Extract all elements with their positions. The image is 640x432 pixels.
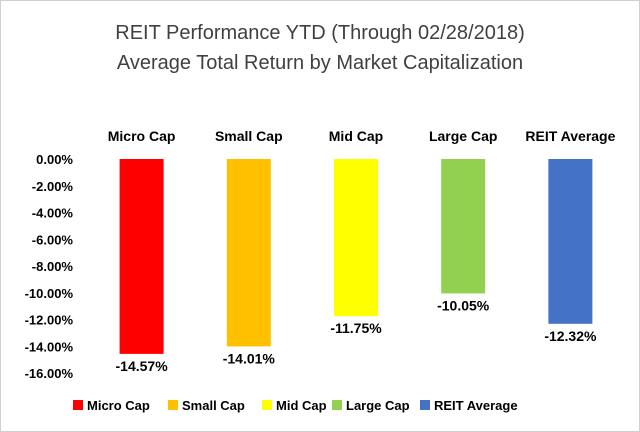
data-label: -14.57% [116,358,169,374]
y-tick-label: 0.00% [36,152,73,167]
legend-label: Mid Cap [276,398,327,413]
legend-swatch [73,400,83,410]
legend-swatch [168,400,178,410]
legend-swatch [262,400,272,410]
data-label: -10.05% [437,297,490,313]
legend-label: REIT Average [434,398,518,413]
y-tick-label: -14.00% [25,339,74,354]
bar [548,159,593,324]
y-tick-label: -8.00% [32,259,74,274]
legend-entry: REIT Average [420,398,518,413]
category-label: Mid Cap [329,128,383,144]
data-label: -11.75% [330,320,382,336]
category-label: REIT Average [525,128,615,144]
y-tick-label: -16.00% [25,366,74,381]
category-label: Small Cap [215,128,283,144]
data-label: -12.32% [544,328,597,344]
legend-label: Small Cap [182,398,245,413]
y-tick-label: -10.00% [25,286,74,301]
y-tick-label: -6.00% [32,232,74,247]
plot-area: 0.00% -2.00% -4.00% -6.00% -8.00% -10.00% -12.… [25,128,616,381]
category-label: Micro Cap [108,128,176,144]
bar [119,159,164,354]
y-tick-label: -2.00% [32,179,74,194]
legend-entry: Large Cap [332,398,410,413]
bar [226,159,271,347]
chart-title: REIT Performance YTD (Through 02/28/2018… [115,22,524,44]
legend: Micro Cap Small Cap Mid Cap Large Cap REIT A… [73,398,518,413]
legend-label: Large Cap [346,398,410,413]
data-label: -14.01% [223,350,276,366]
y-tick-label: -4.00% [32,206,74,221]
legend-swatch [332,400,342,410]
legend-entry: Small Cap [168,398,245,413]
y-tick-label: -12.00% [25,313,74,328]
bar [441,159,486,294]
bar [334,159,378,317]
legend-entry: Mid Cap [262,398,327,413]
legend-swatch [420,400,430,410]
chart-subtitle: Average Total Return by Market Capitaliz… [117,52,523,74]
category-label: Large Cap [429,128,497,144]
legend-label: Micro Cap [87,398,150,413]
legend-entry: Micro Cap [73,398,150,413]
